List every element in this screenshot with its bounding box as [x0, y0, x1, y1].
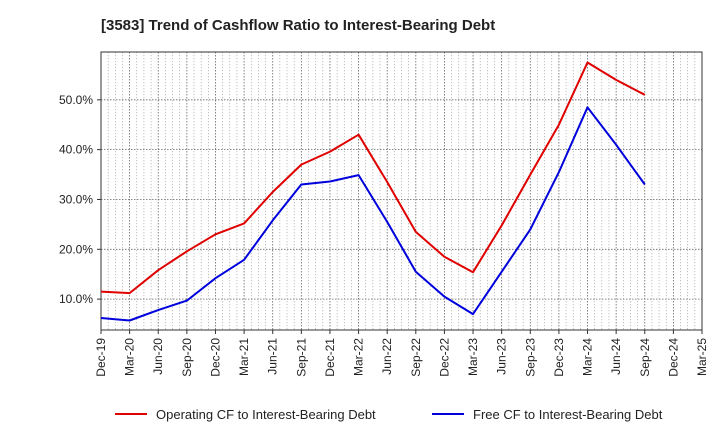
x-tick-label: Dec-20 [208, 338, 222, 377]
x-tick-label: Dec-24 [666, 338, 680, 377]
y-tick-label: 20.0% [59, 242, 93, 256]
x-tick-label: Dec-21 [323, 338, 337, 377]
legend-label: Free CF to Interest-Bearing Debt [473, 407, 663, 422]
chart-title: [3583] Trend of Cashflow Ratio to Intere… [101, 17, 495, 34]
x-tick-label: Dec-23 [552, 338, 566, 377]
plot-frame [100, 51, 703, 331]
y-tick-label: 10.0% [59, 292, 93, 306]
x-tick-label: Sep-20 [180, 338, 194, 377]
x-tick-label: Sep-24 [638, 338, 652, 377]
x-tick-label: Dec-22 [437, 338, 451, 377]
x-tick-label: Dec-19 [94, 338, 108, 377]
x-tick-label: Sep-23 [523, 338, 537, 377]
x-tick-label: Jun-23 [495, 338, 509, 375]
x-tick-label: Mar-20 [123, 338, 137, 376]
x-tick-label: Jun-24 [609, 338, 623, 375]
y-tick-label: 50.0% [59, 93, 93, 107]
legend-label: Operating CF to Interest-Bearing Debt [156, 407, 376, 422]
legend: Operating CF to Interest-Bearing Debt Fre… [115, 407, 663, 422]
x-tick-label: Jun-21 [266, 338, 280, 375]
x-tick-label: Mar-23 [466, 338, 480, 376]
x-tick-label: Sep-22 [409, 338, 423, 377]
x-tick-label: Sep-21 [294, 338, 308, 377]
x-tick-label: Mar-25 [695, 338, 709, 376]
x-tick-label: Jun-22 [380, 338, 394, 375]
y-tick-label: 30.0% [59, 192, 93, 206]
x-tick-label: Mar-22 [352, 338, 366, 376]
series-line-operating-cf [100, 61, 646, 295]
x-tick-label: Jun-20 [151, 338, 165, 375]
x-tick-label: Mar-21 [237, 338, 251, 376]
plot-area: 10.0% 20.0% 30.0% 40.0% 50.0% Dec-19 Mar-20 Jun… [59, 51, 709, 377]
y-tick-label: 40.0% [59, 143, 93, 157]
series-line-free-cf [100, 106, 646, 322]
x-tick-label: Mar-24 [581, 338, 595, 376]
